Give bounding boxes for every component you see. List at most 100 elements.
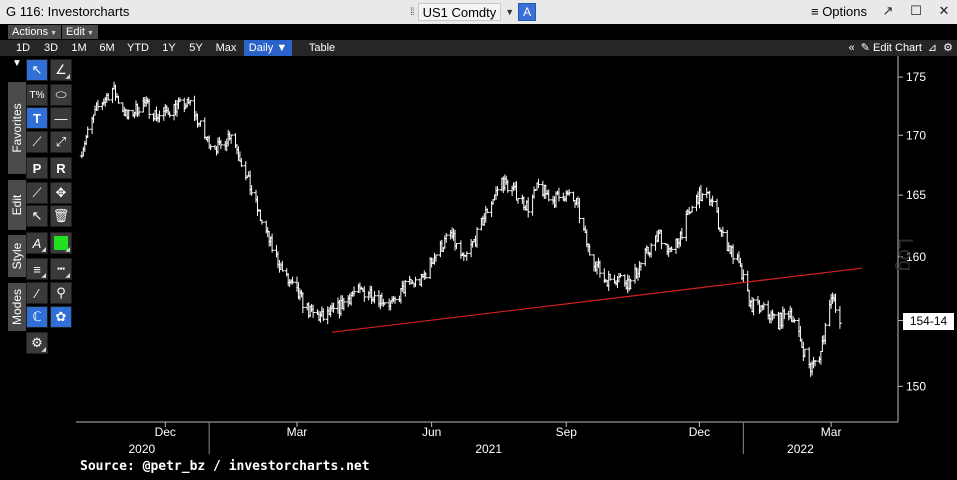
price-bar: [157, 110, 162, 123]
price-bar: [147, 98, 152, 119]
color-swatch-icon[interactable]: ◢: [50, 232, 72, 254]
range-label-icon[interactable]: R: [50, 157, 72, 179]
price-bar: [116, 95, 121, 104]
price-bar: [85, 126, 90, 139]
edit-menu[interactable]: Edit ▼: [62, 25, 98, 39]
table-button[interactable]: Table: [308, 42, 336, 54]
price-bar: [495, 186, 500, 196]
price-bar: [659, 230, 664, 250]
security-badge-button[interactable]: A: [518, 3, 537, 21]
price-bar: [587, 243, 592, 256]
period-1y-button[interactable]: 1Y: [162, 42, 176, 54]
collapse-panel-icon[interactable]: ▼: [12, 58, 22, 69]
actions-menu[interactable]: Actions ▼: [8, 25, 62, 39]
price-bar: [352, 286, 357, 297]
text-percent-icon[interactable]: T%: [26, 84, 48, 106]
price-bar: [772, 313, 777, 319]
period-1d-button[interactable]: 1D: [15, 42, 31, 54]
trendline[interactable]: [332, 267, 862, 333]
gear-icon[interactable]: ⚙ ◢: [26, 332, 48, 354]
close-icon[interactable]: ✕: [938, 3, 950, 18]
select-arrow-icon[interactable]: ↖: [26, 205, 48, 227]
palette-icon[interactable]: ✿: [50, 306, 72, 328]
frequency-dropdown[interactable]: Daily ▼: [244, 40, 292, 56]
price-bar: [218, 139, 223, 150]
month-tick-label: Sep: [556, 425, 578, 439]
options-menu[interactable]: ≡ Options: [811, 4, 867, 19]
source-credit: Source: @petr_bz / investorcharts.net: [80, 459, 370, 474]
tab-edit[interactable]: Edit: [8, 180, 26, 230]
price-bar: [792, 318, 797, 323]
price-bar: [802, 348, 807, 358]
horizontal-line-icon[interactable]: —: [50, 107, 72, 129]
period-toolbar: 1D 3D 1M 6M YTD 1Y 5Y Max Daily ▼ Table …: [0, 40, 957, 56]
price-bar: [393, 296, 398, 304]
drag-handle-icon[interactable]: ⁞⁞: [410, 6, 414, 18]
price-bar: [731, 244, 736, 264]
period-6m-button[interactable]: 6M: [99, 42, 115, 54]
dropdown-caret-icon[interactable]: ▼: [505, 7, 515, 17]
price-bar: [761, 302, 766, 311]
price-chart[interactable]: 150155160165170175 DecMarJunSepDecMar202…: [0, 56, 957, 480]
price-bar: [700, 193, 705, 202]
line-dash-icon[interactable]: ┅ ◢: [50, 258, 72, 280]
edit-settings-icon[interactable]: ⊿: [927, 42, 938, 54]
period-ytd-button[interactable]: YTD: [127, 42, 149, 54]
price-bar: [311, 304, 316, 318]
price-bar: [259, 219, 264, 225]
tab-edit-label: Edit: [10, 194, 24, 216]
period-3d-button[interactable]: 3D: [43, 42, 59, 54]
price-bar: [474, 227, 479, 248]
maximize-icon[interactable]: ☐: [910, 3, 922, 18]
price-bar: [823, 322, 828, 345]
edit-chart-button[interactable]: ✎ Edit Chart: [861, 40, 922, 56]
price-bar: [751, 298, 756, 316]
swatch-fill: [54, 236, 68, 250]
trendline-icon[interactable]: ⟋: [26, 131, 48, 153]
text-tool-icon[interactable]: T: [26, 107, 48, 129]
price-bar: [577, 197, 582, 224]
window-title: G 116: Investorcharts: [6, 4, 130, 19]
line-weight-icon[interactable]: ≡ ◢: [26, 258, 48, 280]
collapse-left-icon[interactable]: «: [848, 42, 855, 54]
period-1m-button[interactable]: 1M: [71, 42, 87, 54]
period-max-button[interactable]: Max: [215, 42, 237, 54]
price-bar: [597, 260, 602, 278]
chart-settings-icon[interactable]: ⚙: [943, 42, 953, 54]
security-value[interactable]: US1 Comdty: [422, 4, 497, 20]
price-bar: [300, 292, 305, 314]
pencil-icon[interactable]: ∠ ◢: [50, 59, 72, 81]
period-5y-button[interactable]: 5Y: [189, 42, 203, 54]
crosshair-move-icon[interactable]: ✥: [50, 182, 72, 204]
trash-icon[interactable]: 🗑: [50, 205, 72, 227]
price-bar: [526, 197, 531, 218]
edit-chart-label: Edit Chart: [872, 42, 922, 54]
price-bar: [833, 293, 838, 313]
magnet-icon[interactable]: ℂ: [26, 306, 48, 328]
price-bar: [567, 189, 572, 196]
tab-modes[interactable]: Modes: [8, 283, 26, 331]
tab-favorites[interactable]: Favorites: [8, 82, 26, 174]
eraser-icon[interactable]: ⁄: [26, 282, 48, 304]
scale-type-label[interactable]: Log: [894, 238, 916, 272]
price-bar: [813, 359, 818, 367]
price-bar: [290, 276, 295, 285]
security-selector[interactable]: ⁞⁞ US1 Comdty ▼ A: [410, 3, 537, 21]
price-bar: [177, 97, 182, 103]
tab-style[interactable]: Style: [8, 235, 26, 277]
price-bar: [362, 286, 367, 302]
price-bar: [546, 189, 551, 202]
brush-icon[interactable]: ⟋: [26, 182, 48, 204]
frequency-label: Daily: [248, 42, 274, 54]
ellipse-icon[interactable]: ⬭: [50, 84, 72, 106]
price-bar: [837, 306, 842, 329]
price-bar: [403, 280, 408, 297]
annotate-icon[interactable]: ⚲: [50, 282, 72, 304]
security-field[interactable]: US1 Comdty: [417, 3, 502, 21]
popout-icon[interactable]: ↗: [882, 3, 894, 18]
price-bar: [95, 99, 100, 111]
pointer-icon[interactable]: ↖: [26, 59, 48, 81]
font-style-icon[interactable]: A ◢: [26, 232, 48, 254]
ray-icon[interactable]: ⤢: [50, 131, 72, 153]
price-label-icon[interactable]: P: [26, 157, 48, 179]
